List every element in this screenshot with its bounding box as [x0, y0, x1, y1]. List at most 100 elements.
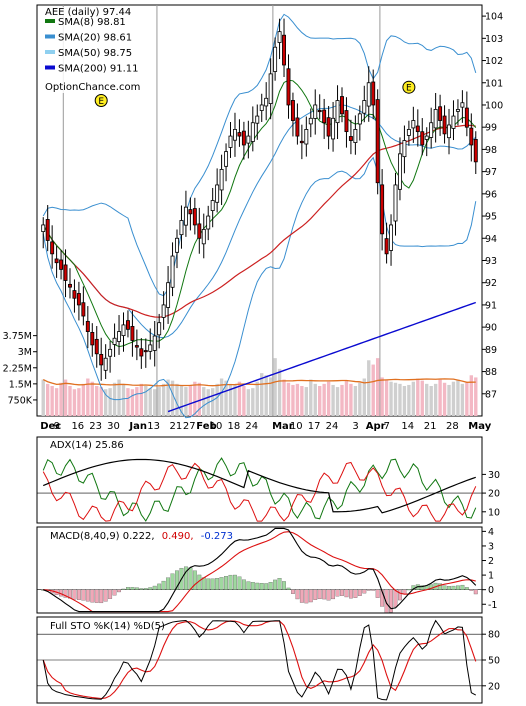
candle-body — [134, 345, 139, 348]
volume-bar — [411, 381, 416, 416]
macd-histogram-bar — [130, 587, 135, 590]
macd-histogram-bar — [322, 589, 327, 600]
price-tick-label: 97 — [485, 167, 497, 178]
volume-bar — [451, 381, 456, 416]
candle-body — [308, 117, 313, 125]
macd-histogram-bar — [362, 589, 367, 594]
macd-histogram-bar — [455, 585, 460, 590]
macd-histogram-bar — [188, 567, 193, 590]
panel-tick-label: 80 — [488, 630, 500, 641]
legend-swatch — [45, 34, 55, 39]
macd-histogram-bar — [85, 589, 90, 602]
adx-panel: 10 20 30 ADX(14) 25.86 — [36, 436, 500, 524]
plus-di-line — [42, 457, 477, 522]
volume-bar — [326, 381, 331, 416]
macd-histogram-bar — [420, 585, 425, 590]
candle-body — [206, 215, 211, 230]
volume-bar — [349, 383, 353, 416]
volume-bar — [77, 388, 81, 416]
macd-histogram-bar — [348, 589, 353, 599]
volume-bar — [340, 384, 344, 416]
candle-body — [130, 326, 135, 341]
volume-bar — [59, 382, 63, 416]
macd-histogram-bar — [99, 589, 104, 604]
volume-bar — [202, 387, 206, 416]
macd-histogram-bar — [72, 589, 77, 600]
candle-body — [50, 241, 55, 255]
x-axis-label: Dec — [40, 421, 61, 432]
macd-histogram-bar — [108, 589, 113, 599]
candle-body — [411, 120, 416, 129]
candle-body — [143, 350, 148, 353]
sma200-line — [167, 301, 477, 413]
price-tick-label: 100 — [485, 100, 503, 111]
volume-bar — [273, 358, 277, 416]
candle-body — [215, 184, 220, 203]
candle-body — [170, 255, 175, 288]
candle-body — [179, 220, 184, 236]
macd-histogram-bar — [268, 582, 273, 590]
panel-tick-label: 20 — [488, 489, 500, 500]
macd-histogram-bar — [170, 573, 175, 590]
macd-histogram-bar — [308, 589, 313, 603]
candle-body — [340, 96, 344, 115]
adx-line — [42, 458, 476, 514]
sto-k-line — [42, 619, 477, 701]
macd-histogram-bar — [157, 583, 162, 590]
candle-body — [282, 34, 286, 66]
x-axis-label: Feb — [196, 421, 216, 432]
panel-tick-label: 3 — [488, 541, 494, 552]
volume-bar — [277, 368, 282, 416]
volume-bar — [99, 387, 103, 416]
candle-body — [90, 332, 95, 346]
macd-histogram-bar — [166, 577, 171, 590]
volume-tick-label: 3.75M — [3, 331, 32, 342]
volume-bar — [460, 383, 465, 416]
macd-histogram-bar — [94, 589, 99, 603]
candle-body — [255, 115, 260, 124]
volume-bar — [375, 358, 380, 416]
volume-bar — [233, 384, 237, 416]
price-tick-label: 103 — [485, 34, 503, 45]
volume-bar — [228, 383, 233, 416]
volume-bar — [54, 388, 59, 416]
x-axis-label: 27 — [183, 421, 196, 432]
price-tick-label: 87 — [485, 389, 497, 400]
macd-histogram-bar — [366, 589, 371, 591]
symbol-title: AEE (daily) 97.44 — [45, 7, 131, 18]
volume-bar — [215, 383, 219, 416]
candle-body — [45, 219, 50, 241]
candle-body — [76, 293, 81, 306]
volume-bar — [300, 386, 304, 416]
volume-bar — [193, 381, 197, 416]
candle-body — [103, 357, 108, 371]
macd-histogram-bar — [313, 589, 318, 600]
macd-histogram-bar — [291, 589, 295, 594]
volume-bar — [389, 381, 393, 416]
sma8-line — [42, 79, 477, 348]
volume-bar — [237, 381, 242, 416]
volume-bar — [425, 383, 429, 416]
panel-tick-label: -1 — [488, 600, 497, 611]
panel-tick-label: 2 — [488, 556, 494, 567]
price-tick-label: 92 — [485, 278, 497, 289]
volume-bar — [447, 384, 451, 416]
volume-tick-label: 3M — [18, 347, 32, 358]
x-axis-label: 24 — [326, 421, 339, 432]
candle-body — [344, 110, 349, 133]
legend-label: SMA(8) 98.81 — [58, 17, 126, 28]
volume-bar — [416, 378, 420, 416]
volume-bar — [255, 381, 259, 416]
candle-body — [366, 82, 371, 107]
x-axis-label: 10 — [290, 421, 303, 432]
macd-histogram-bar — [371, 589, 376, 591]
macd-histogram-bar — [81, 589, 86, 601]
volume-bar — [108, 388, 112, 416]
panel-tick-label: 50 — [488, 656, 500, 667]
volume-bar — [260, 373, 264, 416]
candle-body — [277, 31, 282, 43]
candle-body — [438, 106, 443, 121]
price-tick-label: 102 — [485, 56, 503, 67]
volume-bar — [384, 379, 389, 416]
volume-bar — [309, 379, 313, 416]
